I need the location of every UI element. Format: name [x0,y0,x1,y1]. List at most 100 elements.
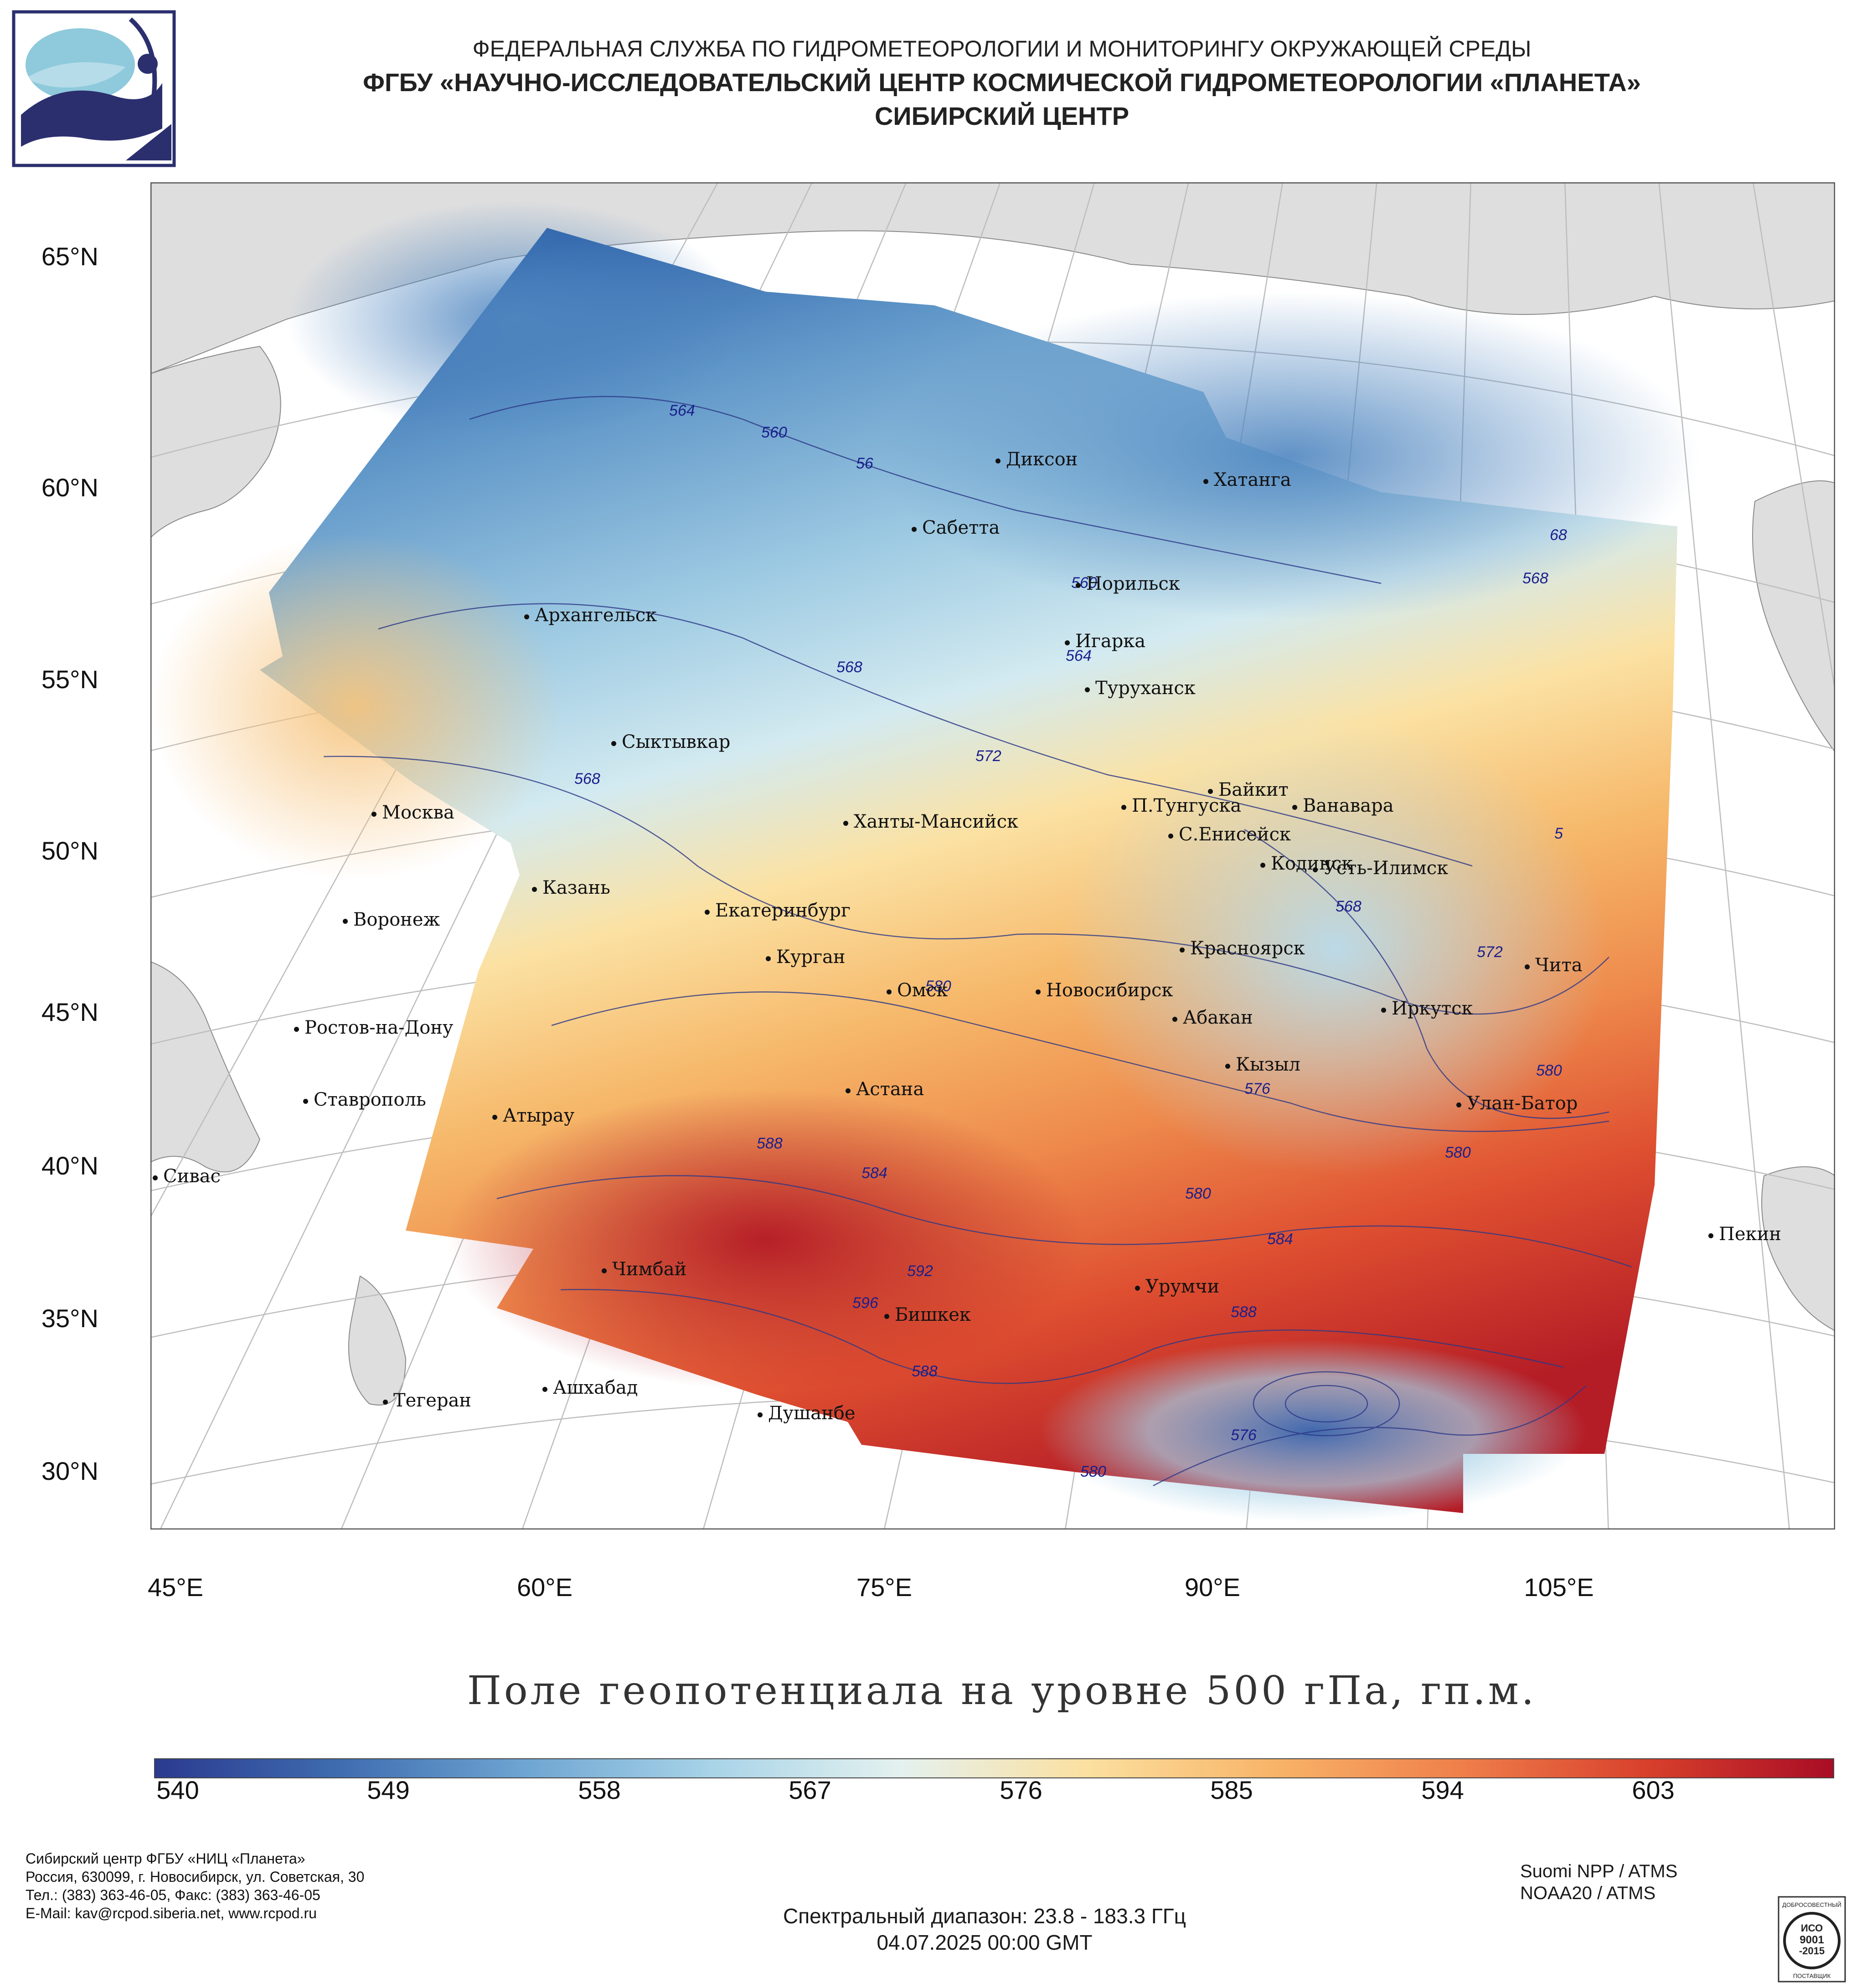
observation-datetime: 04.07.2025 00:00 GMT [877,1931,1093,1954]
city-dot [766,956,771,961]
city-name: Казань [542,877,610,898]
city-marker: Байкит [1208,779,1289,800]
city-dot [1168,833,1173,839]
city-dot [758,1412,763,1417]
city-dot [1085,687,1090,692]
city-dot [1135,1285,1140,1291]
city-marker: Курган [766,947,846,968]
city-dot [492,1114,497,1120]
city-marker: Абакан [1172,1007,1253,1028]
contour-label: 568 [574,770,600,788]
city-name: Кодинск [1271,853,1353,874]
city-marker: Казань [532,877,610,898]
contour-label: 580 [1536,1062,1562,1079]
city-name: П.Тунгуска [1132,795,1242,816]
city-dot [912,526,917,532]
city-dot [532,886,537,892]
contour-label: 572 [975,747,1001,765]
org-address: Россия, 630099, г. Новосибирск, ул. Сове… [26,1869,365,1885]
city-dot [1172,1016,1177,1022]
header-institute: ФГБУ «НАУЧНО-ИССЛЕДОВАТЕЛЬСКИЙ ЦЕНТР КОС… [363,68,1641,97]
lat-label-50: 50°N [41,836,98,865]
colorbar [154,1758,1834,1778]
contour-label: 5 [1554,825,1563,842]
lat-label-60: 60°N [41,473,98,502]
contour-label: 596 [852,1294,878,1312]
city-name: Кызыл [1236,1054,1300,1075]
sensor-suomi: Suomi NPP / ATMS [1520,1861,1678,1881]
contour-label: 584 [1267,1231,1293,1248]
city-dot [602,1268,607,1273]
contour-label: 588 [757,1135,783,1152]
city-dot [705,909,710,915]
city-marker: П.Тунгуска [1121,795,1241,816]
city-marker: Ванавара [1292,795,1394,816]
lat-label-55: 55°N [41,665,98,694]
geopotential-field: 564 560 56 560 564 568 572 568 568 568 5… [150,201,1700,1522]
badge-text-top: ДОБРОСОВЕСТНЫЙ [1782,1901,1841,1908]
city-dot [1180,947,1185,953]
lat-label-40: 40°N [41,1151,98,1180]
city-name: Омск [897,980,948,1001]
contour-label: 568 [836,659,862,676]
city-dot [1208,788,1213,794]
lat-label-35: 35°N [41,1304,98,1333]
city-name: Пекин [1719,1224,1781,1245]
colorbar-tick: 558 [578,1776,621,1804]
lat-label-30: 30°N [41,1457,98,1485]
organization-contacts: Сибирский центр ФГБУ «НИЦ «Планета» Росс… [26,1849,364,1922]
contour-label: 584 [861,1164,887,1182]
city-marker: Астана [846,1079,924,1100]
city-dot [153,1175,158,1180]
city-dot [1065,640,1070,645]
lat-label-45: 45°N [41,998,98,1026]
contour-label: 572 [1477,943,1503,961]
contour-label: 560 [761,424,787,441]
city-marker: Новосибирск [1036,980,1173,1001]
city-name: Красноярск [1190,938,1305,959]
contour-label: 580 [1185,1185,1211,1202]
city-name: Ставрополь [314,1089,426,1110]
city-dot [887,989,892,994]
city-dot [884,1313,889,1319]
city-marker: Атырау [492,1105,574,1126]
city-dot [383,1399,388,1405]
city-marker: Сивас [153,1166,221,1187]
city-dot [1121,804,1126,810]
city-marker: Норильск [1076,573,1180,594]
iso-certification-badge: ДОБРОСОВЕСТНЫЙ ИСО 9001 -2015 ПОСТАВЩИК [1778,1896,1846,1983]
city-marker: Екатеринбург [705,900,851,921]
city-name: Ростов-на-Дону [304,1017,454,1038]
city-marker: Сабетта [912,517,1000,538]
city-dot [611,741,616,746]
map-title: Поле геопотенциала на уровне 500 гПа, гп… [467,1668,1537,1714]
colorbar-tick: 540 [156,1776,199,1804]
organization-logo [12,10,176,167]
city-marker: Чимбай [602,1259,686,1280]
sensor-noaa20: NOAA20 / ATMS [1520,1883,1656,1903]
badge-text-iso: ИСО [1801,1922,1823,1934]
lon-label-90: 90°E [1184,1573,1241,1602]
city-dot [1036,989,1041,994]
city-dot [542,1386,547,1392]
contour-label: 68 [1550,526,1567,544]
city-marker: Кызыл [1225,1054,1300,1075]
city-name: Диксон [1006,449,1078,470]
contour-label: 568 [1336,898,1362,915]
contour-label: 56 [856,455,873,472]
city-dot [294,1026,299,1032]
city-name: Сивас [163,1166,221,1187]
city-dot [1225,1063,1230,1069]
city-name: Усть-Илимск [1323,858,1449,879]
city-dot [524,614,529,619]
colorbar-tick: 594 [1421,1776,1464,1804]
city-name: Норильск [1086,573,1180,594]
city-dot [1076,582,1081,588]
city-dot [371,811,376,817]
badge-text-bottom: ПОСТАВЩИК [1793,1973,1831,1979]
contour-label: 564 [1066,647,1092,664]
acquisition-info: Спектральный диапазон: 23.8 - 183.3 ГГц … [593,1903,1377,1956]
city-dot [343,918,348,924]
city-marker: Ростов-на-Дону [294,1017,453,1038]
city-marker: Ашхабад [542,1377,638,1398]
